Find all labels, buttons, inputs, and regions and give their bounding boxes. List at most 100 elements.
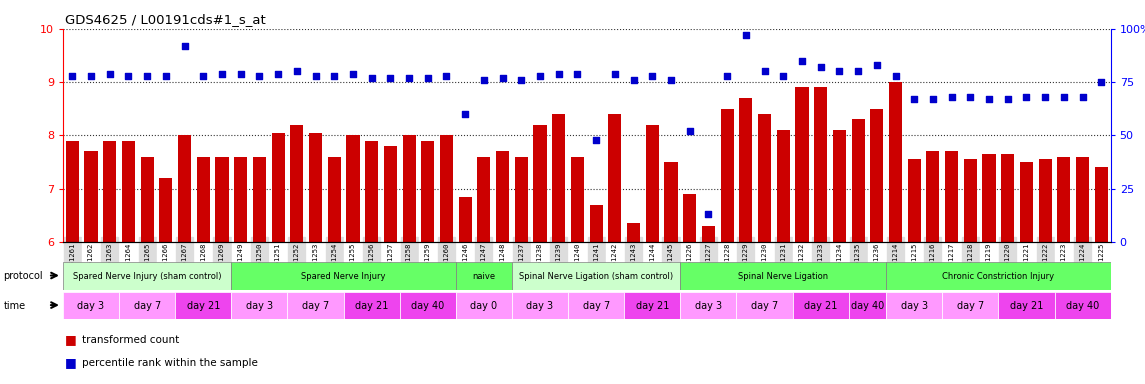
Point <box>924 96 942 102</box>
Point <box>736 32 755 38</box>
Point <box>344 71 362 77</box>
Text: percentile rank within the sample: percentile rank within the sample <box>82 358 259 368</box>
Bar <box>253 157 266 242</box>
Bar <box>608 114 622 242</box>
Point <box>456 111 474 117</box>
Point <box>307 73 325 79</box>
Bar <box>231 262 456 290</box>
Text: Spared Nerve Injury: Spared Nerve Injury <box>301 271 386 281</box>
Point <box>662 77 680 83</box>
Text: day 40: day 40 <box>411 301 444 311</box>
Bar <box>1057 157 1071 242</box>
Point <box>493 75 512 81</box>
Point <box>792 58 811 64</box>
Bar <box>271 133 285 242</box>
Point <box>643 73 662 79</box>
Text: day 7: day 7 <box>134 301 160 311</box>
Bar <box>421 141 434 242</box>
Bar <box>456 292 512 319</box>
Bar <box>832 130 846 242</box>
Bar <box>400 292 456 319</box>
Bar <box>103 141 117 242</box>
Point <box>550 71 568 77</box>
Bar <box>215 157 229 242</box>
Bar <box>175 292 231 319</box>
Point <box>287 68 306 74</box>
Bar <box>646 125 658 242</box>
Bar <box>758 114 771 242</box>
Point <box>82 73 101 79</box>
Bar <box>590 205 602 242</box>
Bar <box>684 194 696 242</box>
Point <box>980 96 998 102</box>
Bar <box>624 292 680 319</box>
Bar <box>365 141 378 242</box>
Point <box>718 73 736 79</box>
Bar <box>552 114 566 242</box>
Bar <box>848 292 886 319</box>
Text: day 21: day 21 <box>187 301 220 311</box>
Text: day 3: day 3 <box>527 301 553 311</box>
Text: day 0: day 0 <box>471 301 497 311</box>
Bar <box>197 157 210 242</box>
Bar <box>121 141 135 242</box>
Bar <box>886 292 942 319</box>
Bar <box>63 262 231 290</box>
Bar <box>403 136 416 242</box>
Bar <box>964 159 977 242</box>
Point <box>363 75 381 81</box>
Text: protocol: protocol <box>3 271 44 281</box>
Bar <box>85 151 97 242</box>
Point <box>606 71 624 77</box>
Point <box>531 73 550 79</box>
Point <box>942 94 961 100</box>
Bar <box>1020 162 1033 242</box>
Bar <box>796 88 808 242</box>
Text: day 7: day 7 <box>583 301 610 311</box>
Point <box>119 73 137 79</box>
Bar <box>720 109 734 242</box>
Point <box>512 77 530 83</box>
Text: day 7: day 7 <box>302 301 329 311</box>
Text: day 21: day 21 <box>1010 301 1043 311</box>
Bar <box>852 119 864 242</box>
Bar <box>1055 292 1111 319</box>
Bar <box>571 157 584 242</box>
Point <box>756 68 774 74</box>
Bar <box>65 141 79 242</box>
Bar <box>141 157 153 242</box>
Text: day 21: day 21 <box>635 301 669 311</box>
Bar <box>926 151 939 242</box>
Bar <box>870 109 883 242</box>
Point <box>886 73 905 79</box>
Bar <box>177 136 191 242</box>
Point <box>139 73 157 79</box>
Bar <box>886 262 1111 290</box>
Bar <box>736 292 792 319</box>
Point <box>868 62 886 68</box>
Point <box>251 73 269 79</box>
Bar <box>627 223 640 242</box>
Bar <box>231 292 287 319</box>
Point <box>1036 94 1055 100</box>
Text: day 21: day 21 <box>804 301 837 311</box>
Text: day 3: day 3 <box>78 301 104 311</box>
Bar <box>908 159 921 242</box>
Bar <box>291 125 303 242</box>
Point <box>1017 94 1035 100</box>
Bar <box>1039 159 1052 242</box>
Bar <box>287 292 344 319</box>
Text: ■: ■ <box>65 333 77 346</box>
Text: day 3: day 3 <box>901 301 927 311</box>
Point <box>157 73 175 79</box>
Bar <box>496 151 510 242</box>
Bar <box>889 82 902 242</box>
Point <box>325 73 343 79</box>
Bar <box>792 292 848 319</box>
Bar <box>942 292 998 319</box>
Bar <box>1095 167 1108 242</box>
Bar <box>235 157 247 242</box>
Text: day 3: day 3 <box>695 301 722 311</box>
Point <box>830 68 848 74</box>
Bar <box>384 146 397 242</box>
